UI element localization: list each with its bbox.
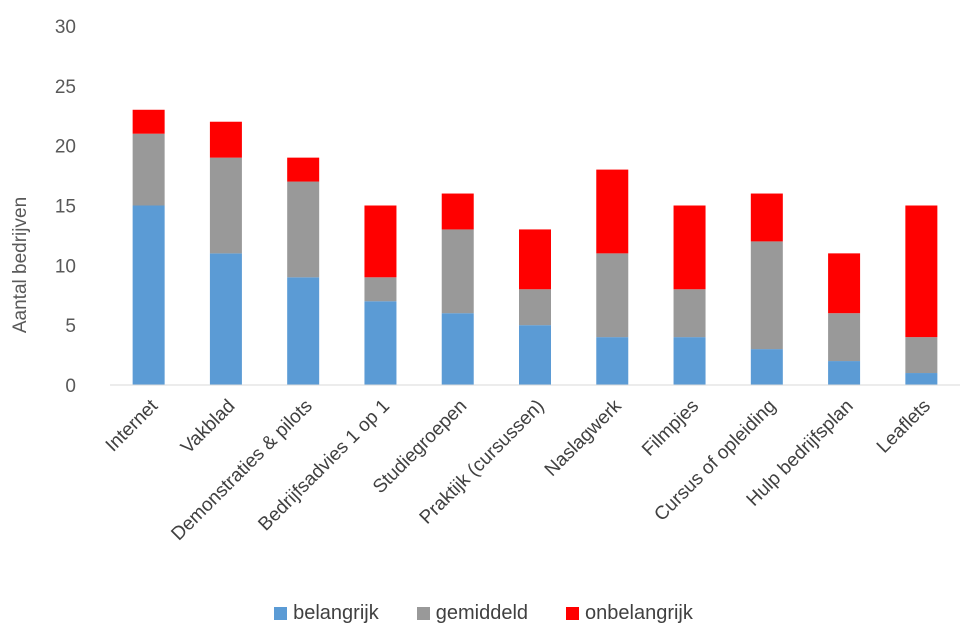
bar-segment-gemiddeld: [905, 337, 938, 374]
legend-label-onbelangrijk: onbelangrijk: [585, 601, 693, 624]
bar-segment-belangrijk: [132, 205, 165, 385]
bar-segment-belangrijk: [209, 253, 242, 385]
y-tick-label: 0: [65, 376, 76, 397]
bar-segment-gemiddeld: [828, 313, 861, 362]
bar-segment-belangrijk: [750, 349, 783, 385]
y-tick-label: 5: [65, 316, 76, 337]
x-category-label: Internet: [102, 395, 163, 456]
legend: belangrijk gemiddeld onbelangrijk: [0, 598, 967, 628]
bar-segment-onbelangrijk: [905, 205, 938, 338]
bar-segment-gemiddeld: [287, 181, 320, 278]
bar-segment-belangrijk: [519, 325, 551, 385]
bar-segment-gemiddeld: [673, 289, 706, 338]
x-category-label: Leaflets: [873, 396, 935, 458]
bar-segment-onbelangrijk: [209, 121, 242, 158]
bar-segment-belangrijk: [287, 277, 320, 385]
bar-segment-gemiddeld: [519, 289, 551, 326]
y-tick-label: 10: [55, 256, 76, 277]
x-category-label: Naslagwerk: [541, 395, 626, 480]
bar-segment-belangrijk: [441, 313, 474, 385]
bar-segment-belangrijk: [828, 361, 861, 385]
legend-item-onbelangrijk: onbelangrijk: [566, 602, 693, 625]
bar-segment-belangrijk: [673, 337, 706, 385]
legend-swatch-onbelangrijk: [566, 606, 580, 620]
bar-segment-belangrijk: [596, 337, 629, 385]
legend-label-belangrijk: belangrijk: [293, 601, 379, 624]
y-tick-label: 20: [55, 137, 76, 158]
legend-swatch-gemiddeld: [416, 606, 430, 620]
bar-segment-gemiddeld: [750, 241, 783, 350]
legend-item-belangrijk: belangrijk: [274, 602, 379, 625]
bar-segment-gemiddeld: [364, 277, 397, 302]
x-category-label: Bedrijfsadvies 1 op 1: [254, 396, 394, 536]
bar-segment-onbelangrijk: [519, 229, 551, 290]
bars: [132, 109, 938, 385]
bar-segment-belangrijk: [364, 301, 397, 385]
stacked-bar-chart: 0 5 10 15 20 25 30 Internet VakbladDemonstratie…: [10, 17, 960, 545]
x-category-label: Demonstraties & pilots: [167, 396, 316, 545]
bar-segment-onbelangrijk: [750, 193, 783, 242]
bar-segment-onbelangrijk: [596, 169, 629, 254]
bar-segment-onbelangrijk: [287, 157, 320, 182]
bar-segment-onbelangrijk: [364, 205, 397, 278]
bar-segment-gemiddeld: [132, 133, 165, 206]
legend-swatch-belangrijk: [274, 606, 288, 620]
bar-segment-onbelangrijk: [828, 253, 861, 314]
legend-label-gemiddeld: gemiddeld: [435, 601, 529, 624]
y-axis-ticks: 0 5 10 15 20 25 30: [55, 17, 76, 397]
y-tick-label: 15: [55, 197, 76, 218]
y-tick-label: 30: [55, 17, 76, 38]
y-axis-title: Aantal bedrijven: [10, 197, 31, 333]
legend-item-gemiddeld: gemiddeld: [416, 601, 529, 625]
x-category-label: Filmpjes: [638, 396, 703, 461]
x-category-label: Vakblad: [177, 396, 239, 458]
bar-segment-gemiddeld: [596, 253, 629, 338]
bar-segment-gemiddeld: [209, 157, 242, 254]
bar-segment-belangrijk: [905, 373, 938, 385]
bar-segment-gemiddeld: [441, 229, 474, 314]
bar-segment-onbelangrijk: [673, 205, 706, 290]
y-tick-label: 25: [55, 77, 76, 98]
bar-segment-onbelangrijk: [441, 193, 474, 230]
bar-segment-onbelangrijk: [132, 109, 165, 134]
